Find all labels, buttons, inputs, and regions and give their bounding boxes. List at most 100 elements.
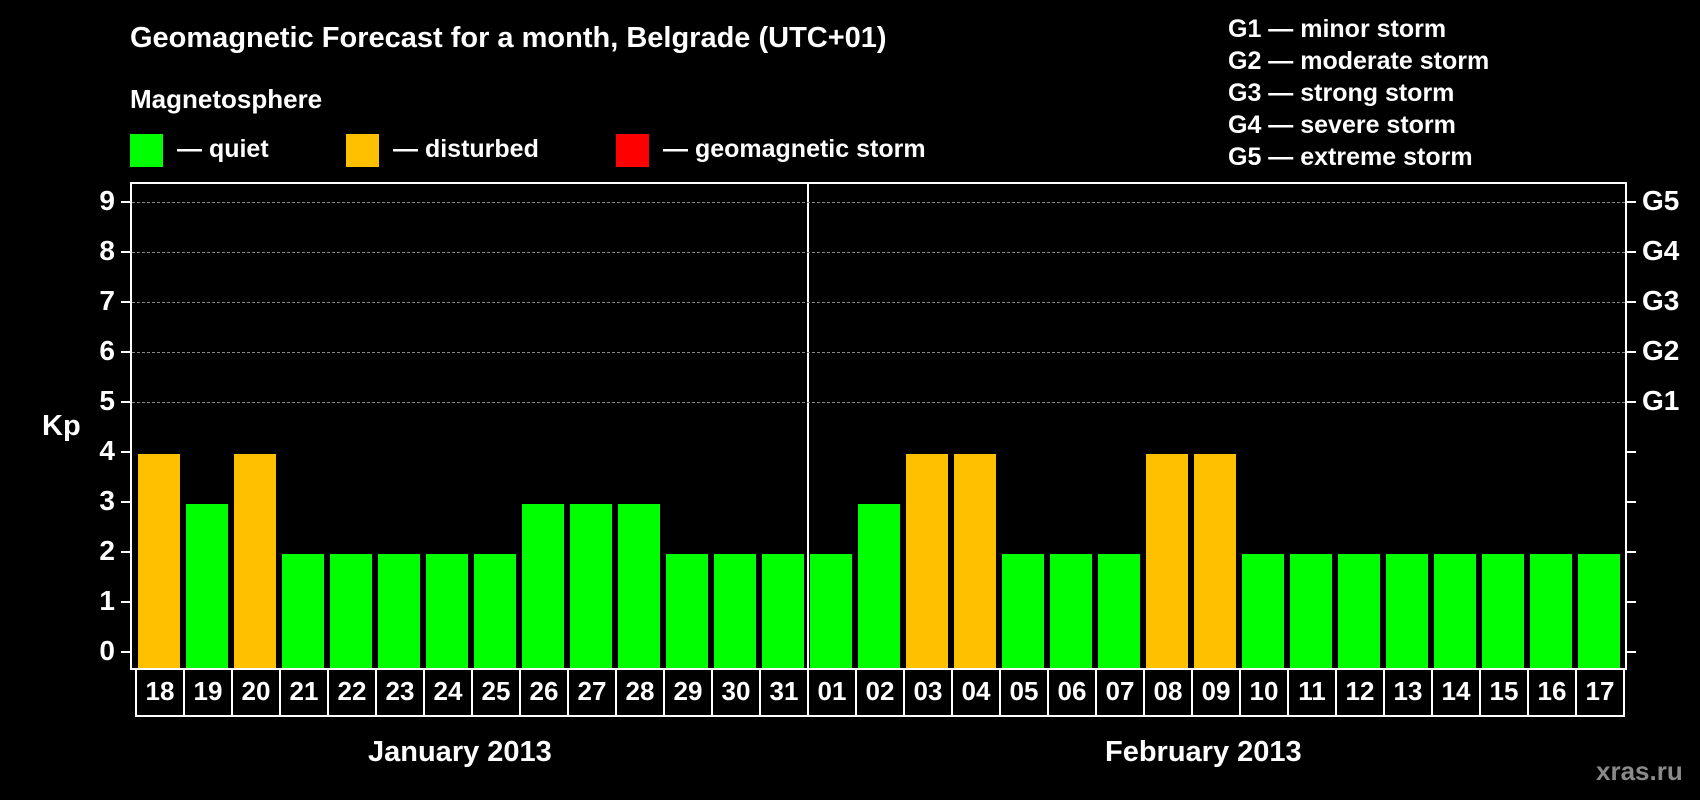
storm-scale-g3: G3 — strong storm (1228, 79, 1455, 107)
y-tick-right (1627, 551, 1636, 553)
storm-level-label: G2 (1642, 335, 1680, 366)
kp-bar (618, 504, 660, 668)
y-tick-left (121, 401, 130, 403)
kp-bar (234, 454, 276, 668)
y-tick-label: 2 (99, 535, 115, 566)
plot-area (130, 182, 1627, 670)
y-tick-label: 7 (99, 285, 115, 316)
kp-bar (1386, 554, 1428, 668)
y-tick-left (121, 251, 130, 253)
date-cell: 05 (999, 668, 1047, 715)
date-cell: 12 (1335, 668, 1383, 715)
legend-quiet-label: — quiet (177, 135, 269, 163)
date-cell: 06 (1047, 668, 1095, 715)
storm-scale-g4: G4 — severe storm (1228, 111, 1456, 139)
y-tick-label: 4 (99, 435, 115, 466)
storm-scale-g5: G5 — extreme storm (1228, 143, 1473, 171)
quiet-swatch (130, 134, 163, 167)
kp-bar (1242, 554, 1284, 668)
kp-bar (666, 554, 708, 668)
legend-storm-label: — geomagnetic storm (663, 135, 926, 163)
legend-heading: Magnetosphere (130, 84, 323, 114)
kp-bar (1482, 554, 1524, 668)
y-tick-right (1627, 451, 1636, 453)
kp-bar (1146, 454, 1188, 668)
date-cell: 23 (375, 668, 423, 715)
y-tick-right (1627, 301, 1636, 303)
y-tick-label: 6 (99, 335, 115, 366)
storm-swatch (616, 134, 649, 167)
date-cell: 03 (903, 668, 951, 715)
storm-scale-g1: G1 — minor storm (1228, 15, 1447, 43)
date-cell: 28 (615, 668, 663, 715)
storm-level-label: G3 (1642, 285, 1680, 316)
y-tick-right (1627, 501, 1636, 503)
kp-bar (906, 454, 948, 668)
date-cell: 02 (855, 668, 903, 715)
kp-bar (762, 554, 804, 668)
date-cell: 17 (1575, 668, 1623, 715)
kp-bar (1434, 554, 1476, 668)
storm-level-label: G4 (1642, 235, 1680, 266)
kp-bar (426, 554, 468, 668)
date-cell: 24 (423, 668, 471, 715)
date-cell: 13 (1383, 668, 1431, 715)
storm-level-label: G5 (1642, 185, 1680, 216)
y-tick-label: 8 (99, 235, 115, 266)
storm-level-label: G1 (1642, 385, 1680, 416)
kp-bar (378, 554, 420, 668)
date-cell: 11 (1287, 668, 1335, 715)
legend-disturbed-label: — disturbed (393, 135, 539, 163)
month-label-february: February 2013 (1105, 736, 1302, 768)
date-cell: 30 (711, 668, 759, 715)
y-tick-label: 3 (99, 485, 115, 516)
y-axis-label: Kp (42, 410, 81, 442)
kp-bar (1050, 554, 1092, 668)
kp-bar (954, 454, 996, 668)
kp-bar (330, 554, 372, 668)
y-tick-right (1627, 651, 1636, 653)
y-tick-left (121, 301, 130, 303)
kp-bar (282, 554, 324, 668)
date-cell: 22 (327, 668, 375, 715)
y-tick-left (121, 201, 130, 203)
y-tick-left (121, 351, 130, 353)
kp-bar (474, 554, 516, 668)
gridline (132, 202, 1625, 203)
date-cell: 15 (1479, 668, 1527, 715)
kp-bar (714, 554, 756, 668)
watermark: xras.ru (1596, 756, 1683, 786)
kp-bar (858, 504, 900, 668)
date-cell: 18 (145, 676, 175, 706)
y-tick-label: 1 (99, 585, 115, 616)
date-cell: 14 (1431, 668, 1479, 715)
date-cell: 08 (1143, 668, 1191, 715)
kp-bar (1002, 554, 1044, 668)
date-cell: 10 (1239, 668, 1287, 715)
month-label-january: January 2013 (368, 736, 552, 768)
chart-title: Geomagnetic Forecast for a month, Belgra… (130, 22, 887, 54)
kp-bar (1578, 554, 1620, 668)
y-tick-label: 9 (99, 185, 115, 216)
gridline (132, 252, 1625, 253)
y-tick-left (121, 501, 130, 503)
y-tick-right (1627, 601, 1636, 603)
y-tick-right (1627, 351, 1636, 353)
y-tick-right (1627, 251, 1636, 253)
kp-bar (1290, 554, 1332, 668)
y-tick-left (121, 651, 130, 653)
disturbed-swatch (346, 134, 379, 167)
y-tick-left (121, 601, 130, 603)
date-cell: 25 (471, 668, 519, 715)
date-cell: 20 (231, 668, 279, 715)
kp-bar (522, 504, 564, 668)
date-cell: 04 (951, 668, 999, 715)
kp-bar (570, 504, 612, 668)
kp-bar (1098, 554, 1140, 668)
y-tick-label: 5 (99, 385, 115, 416)
gridline (132, 352, 1625, 353)
date-cell: 19 (183, 668, 231, 715)
date-cell: 07 (1095, 668, 1143, 715)
month-divider (807, 184, 809, 668)
y-tick-right (1627, 401, 1636, 403)
